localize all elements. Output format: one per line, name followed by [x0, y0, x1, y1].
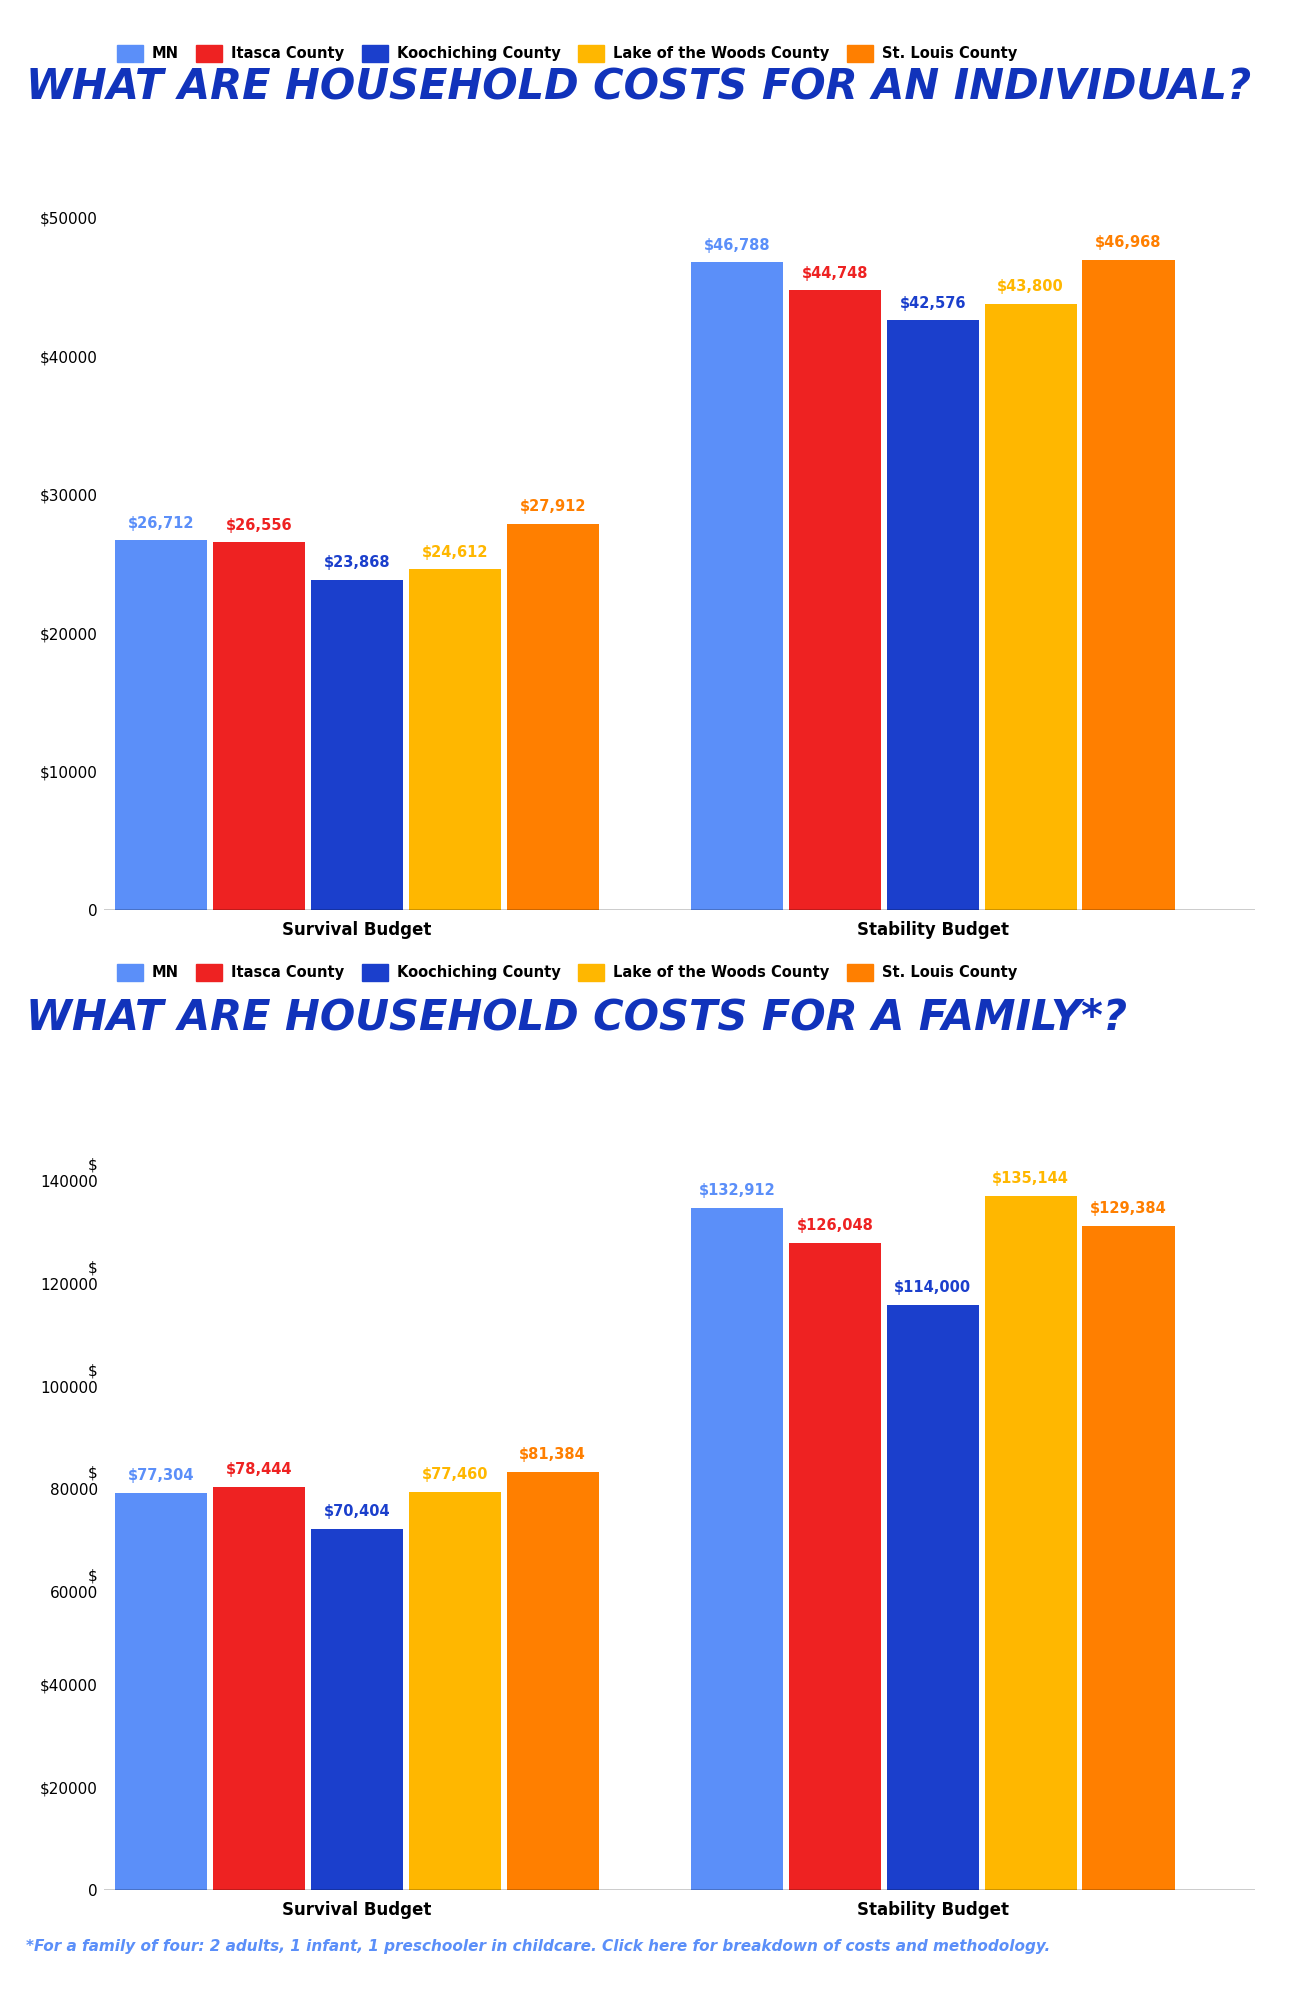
Legend: MN, Itasca County, Koochiching County, Lake of the Woods County, St. Louis Count: MN, Itasca County, Koochiching County, L… [111, 958, 1022, 986]
Text: $44,748: $44,748 [801, 266, 868, 282]
Bar [789, 1242, 881, 1890]
Text: $126,048: $126,048 [796, 1218, 873, 1232]
Text: $26,556: $26,556 [225, 518, 292, 532]
Bar [311, 1528, 402, 1890]
Bar [507, 524, 599, 910]
Text: $43,800: $43,800 [998, 280, 1064, 294]
Bar [1083, 260, 1175, 910]
Bar [311, 580, 402, 910]
Bar [115, 540, 207, 910]
Bar [789, 290, 881, 910]
Text: $132,912: $132,912 [699, 1182, 775, 1198]
Bar [985, 1196, 1077, 1890]
Text: $23,868: $23,868 [324, 556, 391, 570]
Bar [691, 262, 783, 910]
Text: $77,460: $77,460 [422, 1468, 488, 1482]
Bar [886, 320, 978, 910]
Bar [214, 542, 305, 910]
Bar [886, 1304, 978, 1890]
Bar [409, 570, 501, 910]
Text: $26,712: $26,712 [128, 516, 194, 530]
Text: $24,612: $24,612 [422, 544, 488, 560]
Text: $129,384: $129,384 [1090, 1200, 1167, 1216]
Text: $70,404: $70,404 [324, 1504, 391, 1518]
Legend: MN, Itasca County, Koochiching County, Lake of the Woods County, St. Louis Count: MN, Itasca County, Koochiching County, L… [111, 38, 1022, 68]
Bar [507, 1472, 599, 1890]
Bar [409, 1492, 501, 1890]
Bar [1083, 1226, 1175, 1890]
Text: $77,304: $77,304 [128, 1468, 194, 1484]
Bar [115, 1494, 207, 1890]
Text: $78,444: $78,444 [225, 1462, 292, 1478]
Text: $27,912: $27,912 [519, 500, 586, 514]
Text: $135,144: $135,144 [992, 1172, 1069, 1186]
Text: *For a family of four: 2 adults, 1 infant, 1 preschooler in childcare. Click her: *For a family of four: 2 adults, 1 infan… [26, 1938, 1049, 1954]
Text: $114,000: $114,000 [894, 1280, 972, 1294]
Text: $46,968: $46,968 [1095, 236, 1162, 250]
Bar [691, 1208, 783, 1890]
Text: $81,384: $81,384 [519, 1448, 586, 1462]
Text: $42,576: $42,576 [899, 296, 965, 312]
Text: $46,788: $46,788 [704, 238, 770, 252]
Bar [214, 1488, 305, 1890]
Text: WHAT ARE HOUSEHOLD COSTS FOR A FAMILY*?: WHAT ARE HOUSEHOLD COSTS FOR A FAMILY*? [26, 996, 1127, 1040]
Bar [985, 304, 1077, 910]
Text: WHAT ARE HOUSEHOLD COSTS FOR AN INDIVIDUAL?: WHAT ARE HOUSEHOLD COSTS FOR AN INDIVIDU… [26, 66, 1251, 108]
